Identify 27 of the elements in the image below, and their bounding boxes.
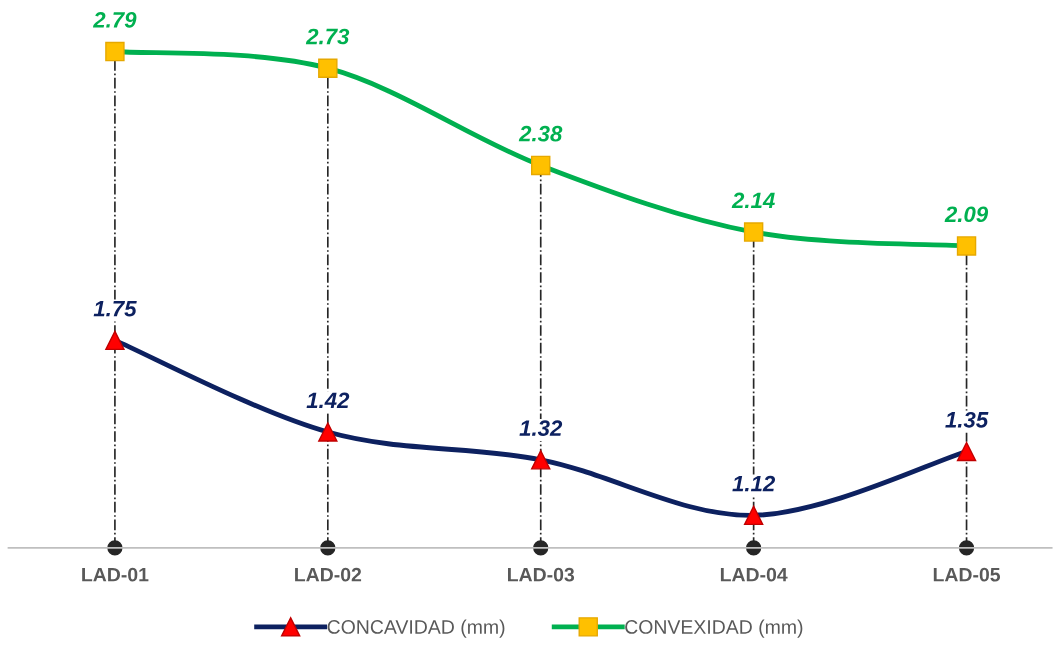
x-tick-label: LAD-02 xyxy=(295,567,362,582)
point xyxy=(743,222,764,242)
point xyxy=(531,450,551,470)
x-tick-label: LAD-03 xyxy=(508,567,575,582)
point xyxy=(956,441,977,462)
data-label: 2.09 xyxy=(944,206,989,223)
legend-label: CONCAVIDAD (mm) xyxy=(327,619,505,638)
data-label: 2.79 xyxy=(92,11,137,28)
point xyxy=(105,41,125,62)
data-label: 1.12 xyxy=(732,475,776,492)
data-label: 1.75 xyxy=(93,301,137,317)
point xyxy=(105,330,125,351)
data-label: 1.35 xyxy=(945,411,989,428)
point xyxy=(743,505,764,526)
x-tick-label: LAD-01 xyxy=(82,567,149,582)
point xyxy=(318,58,338,78)
legend-label: CONVEXIDAD (mm) xyxy=(625,619,803,638)
data-label: 1.42 xyxy=(306,392,350,408)
point xyxy=(531,155,551,176)
data-label: 1.32 xyxy=(519,420,563,436)
point xyxy=(318,422,338,442)
data-label: 2.73 xyxy=(305,28,350,45)
data-label: 2.38 xyxy=(518,125,563,142)
x-tick-label: LAD-05 xyxy=(933,567,1001,582)
x-tick-label: LAD-04 xyxy=(720,567,788,582)
data-label: 2.14 xyxy=(731,192,775,209)
point xyxy=(956,236,977,256)
